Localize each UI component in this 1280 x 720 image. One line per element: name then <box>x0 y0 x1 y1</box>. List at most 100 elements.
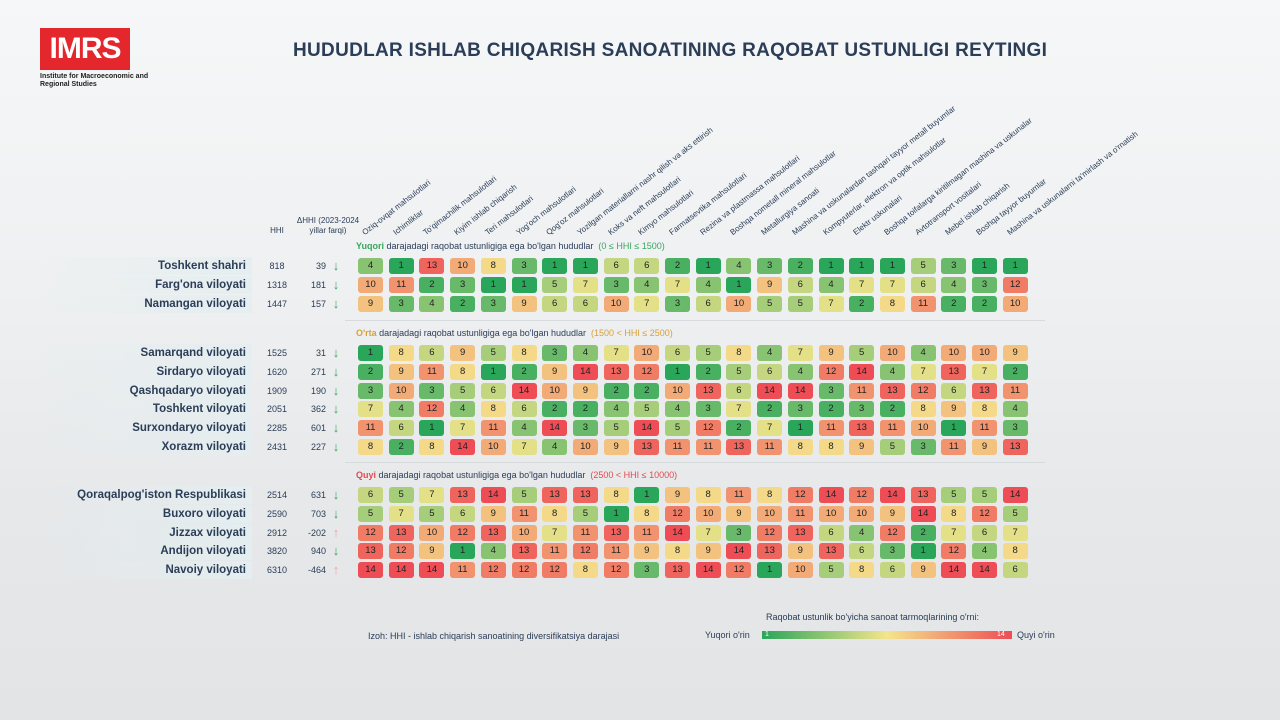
group-level: Yuqori <box>356 241 385 251</box>
heatmap-cell: 13 <box>603 524 629 541</box>
heatmap-cell: 5 <box>787 295 813 312</box>
heatmap-cell: 10 <box>542 382 568 399</box>
heatmap-cell: 6 <box>787 276 813 293</box>
heatmap-cell: 12 <box>849 487 875 503</box>
heatmap-cell: 5 <box>511 487 537 503</box>
group-description: darajadagi raqobat ustunligiga ega bo'lg… <box>376 328 587 338</box>
group-title: O'rta darajadagi raqobat ustunligiga ega… <box>356 328 673 338</box>
heatmap-cell: 8 <box>849 562 875 579</box>
dhhi-header: ΔHHI (2023-2024 yillar farqi) <box>296 216 360 235</box>
hhi-value: 2431 <box>266 442 288 452</box>
heatmap-cell: 4 <box>665 401 690 418</box>
heatmap-cell: 10 <box>388 382 414 399</box>
arrow-down-icon: ↓ <box>332 439 340 454</box>
heatmap-cell: 2 <box>879 401 905 418</box>
heatmap-cell: 5 <box>910 258 936 274</box>
heatmap-cell: 8 <box>787 439 813 455</box>
heatmap-cell: 7 <box>572 276 598 293</box>
hhi-value: 2051 <box>266 404 288 415</box>
heatmap-cell: 13 <box>634 439 660 455</box>
heatmap-cell: 6 <box>511 401 537 418</box>
heatmap-cell: 3 <box>726 524 752 541</box>
heatmap-cell: 14 <box>388 562 414 579</box>
heatmap-cell: 10 <box>726 295 752 312</box>
heatmap-cell: 6 <box>388 420 414 437</box>
legend-left-label: Yuqori o'rin <box>705 630 750 640</box>
arrow-down-icon: ↓ <box>332 276 340 292</box>
heatmap-cell: 3 <box>603 276 629 293</box>
hhi-value: 2514 <box>266 490 288 500</box>
heatmap-cell: 11 <box>388 276 414 293</box>
heatmap-cell: 8 <box>941 505 967 522</box>
heatmap-cell: 3 <box>450 276 476 293</box>
region-label: Samarqand viloyati <box>40 344 252 362</box>
heatmap-cell: 6 <box>450 505 476 522</box>
heatmap-cell: 1 <box>358 345 383 361</box>
heatmap-cell: 11 <box>941 439 967 455</box>
heatmap-cell: 8 <box>480 401 506 418</box>
heatmap-cell: 4 <box>849 524 875 541</box>
group-range: (2500 < HHI ≤ 10000) <box>590 470 678 480</box>
heatmap-cell: 5 <box>634 401 660 418</box>
hhi-value: 1525 <box>266 348 288 358</box>
heatmap-cell: 7 <box>419 487 445 503</box>
heatmap-cell: 1 <box>972 258 997 274</box>
heatmap-cell: 12 <box>787 487 813 503</box>
arrow-down-icon: ↓ <box>332 382 340 398</box>
heatmap-cell: 10 <box>879 345 905 361</box>
dhhi-value: 703 <box>310 508 326 519</box>
group-range: (0 ≤ HHI ≤ 1500) <box>598 241 665 251</box>
heatmap-cell: 9 <box>634 543 660 560</box>
heatmap-cell: 1 <box>480 276 506 293</box>
hhi-value: 1447 <box>266 298 288 309</box>
heatmap-cell: 1 <box>726 276 752 293</box>
heatmap-cell: 13 <box>572 487 598 503</box>
heatmap-cell: 4 <box>511 420 537 437</box>
heatmap-cell: 9 <box>388 363 414 380</box>
heatmap-cell: 12 <box>450 524 476 541</box>
heatmap-cell: 14 <box>972 562 997 579</box>
hhi-value: 3820 <box>266 546 288 557</box>
heatmap-cell: 7 <box>358 401 383 418</box>
heatmap-cell: 8 <box>757 487 783 503</box>
dhhi-value: 940 <box>310 546 326 557</box>
group-separator <box>345 462 1045 463</box>
heatmap-cell: 14 <box>787 382 813 399</box>
heatmap-cell: 13 <box>542 487 568 503</box>
heatmap-cell: 3 <box>818 382 844 399</box>
hhi-value: 1620 <box>266 366 288 377</box>
heatmap-cell: 5 <box>572 505 598 522</box>
heatmap-cell: 2 <box>450 295 476 312</box>
heatmap-cell: 5 <box>849 345 875 361</box>
heatmap-cell: 7 <box>388 505 414 522</box>
heatmap-cell: 5 <box>879 439 905 455</box>
heatmap-cell: 1 <box>542 258 568 274</box>
dhhi-value: 157 <box>310 298 326 309</box>
heatmap-cell: 13 <box>450 487 476 503</box>
legend-low-value: 1 <box>765 631 769 638</box>
heatmap-cell: 3 <box>695 401 721 418</box>
heatmap-cell: 14 <box>511 382 537 399</box>
heatmap-cell: 8 <box>603 487 629 503</box>
heatmap-cell: 3 <box>634 562 660 579</box>
heatmap-cell: 6 <box>757 363 783 380</box>
heatmap-cell: 3 <box>787 401 813 418</box>
heatmap-cell: 5 <box>818 562 844 579</box>
heatmap-cell: 11 <box>787 505 813 522</box>
heatmap-cell: 3 <box>757 258 783 274</box>
logo-subtitle: Institute for Macroeconomic and Regional… <box>40 73 149 88</box>
dhhi-value: -464 <box>307 565 326 576</box>
region-label: Navoiy viloyati <box>40 561 252 580</box>
heatmap-cell: 14 <box>450 439 476 455</box>
heatmap-cell: 8 <box>480 258 506 274</box>
heatmap-cell: 2 <box>419 276 445 293</box>
region-label: Qashqadaryo viloyati <box>40 381 252 400</box>
heatmap-cell: 10 <box>757 505 783 522</box>
legend-gradient <box>762 631 1012 639</box>
heatmap-cell: 8 <box>450 363 476 380</box>
arrow-down-icon: ↓ <box>332 505 340 521</box>
heatmap-cell: 10 <box>849 505 875 522</box>
heatmap-cell: 2 <box>910 524 936 541</box>
group-separator <box>345 320 1045 321</box>
heatmap-cell: 6 <box>1002 562 1028 579</box>
